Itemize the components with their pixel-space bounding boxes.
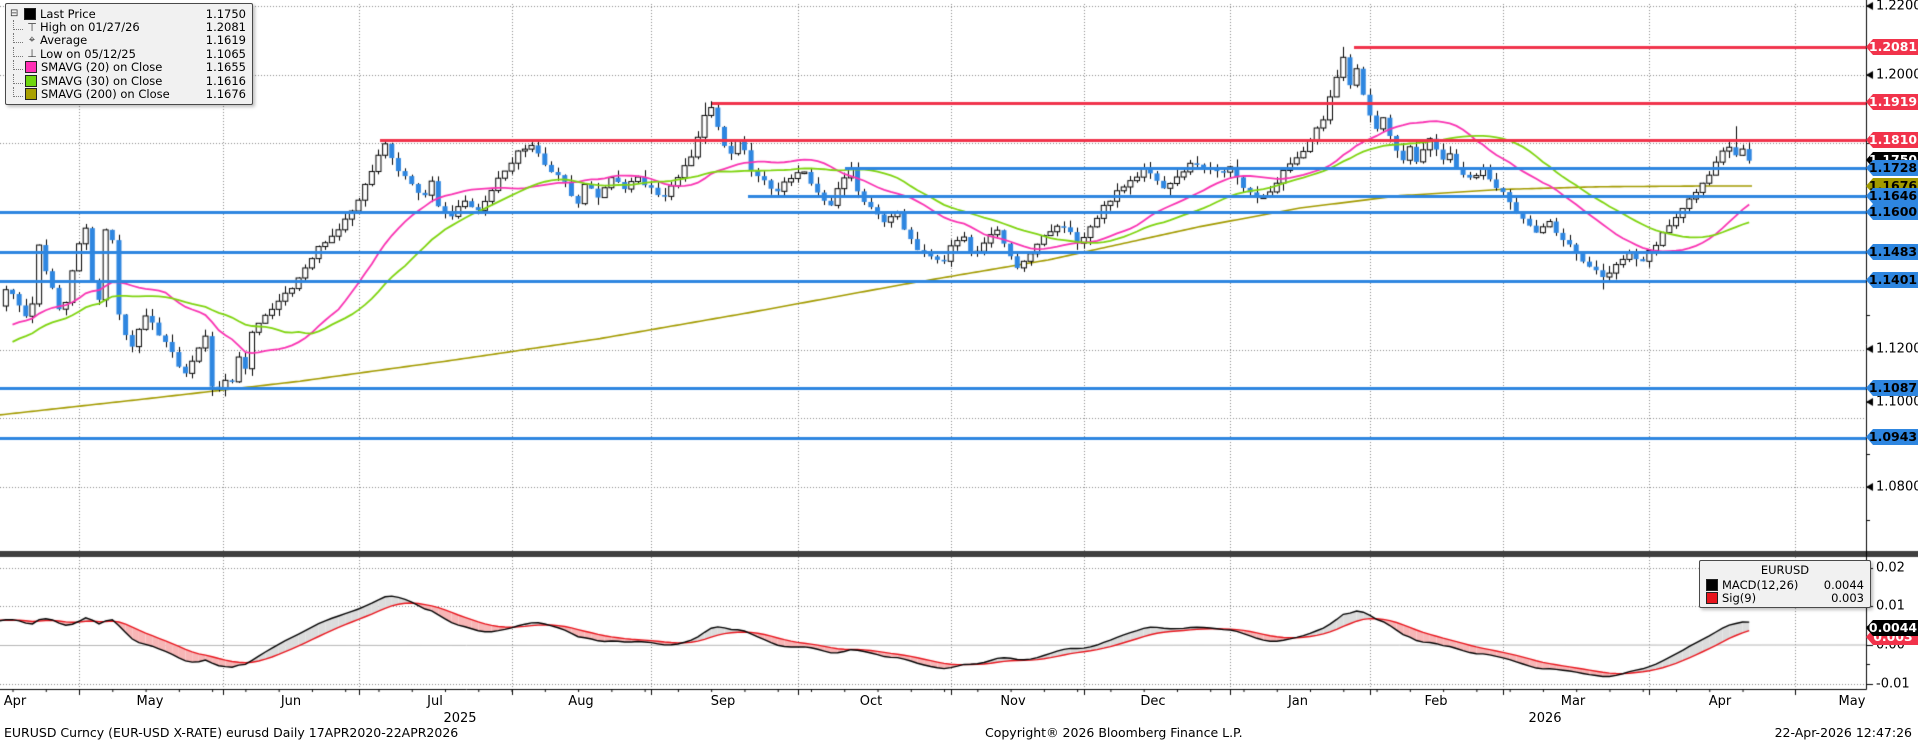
price-level-flag[interactable]: 1.2081 xyxy=(1866,39,1918,55)
legend-series-label: High on 01/27/26 xyxy=(40,20,140,35)
legend-series-label: Last Price xyxy=(40,6,96,21)
price-level-flag[interactable]: 1.1646 xyxy=(1866,188,1918,204)
macd-series-label: MACD(12,26) xyxy=(1722,577,1799,592)
legend-row[interactable]: ⊤ High on 01/27/26 1.2081 xyxy=(10,20,246,35)
series-marker-icon: ⊥ xyxy=(27,47,37,61)
tree-branch-connector xyxy=(13,87,23,98)
month-label: Oct xyxy=(859,694,883,709)
axis-tick-label: 1.2000 xyxy=(1876,67,1918,83)
macd-legend[interactable]: EURUSD MACD(12,26) 0.0044 Sig(9) 0.003 xyxy=(1699,560,1871,608)
year-label: 2025 xyxy=(443,711,477,726)
axis-tick-label: 1.1200 xyxy=(1876,341,1918,357)
series-color-swatch-icon xyxy=(1706,592,1718,605)
series-marker-icon: ⊤ xyxy=(27,20,37,34)
series-marker-icon: ⌖ xyxy=(28,33,36,47)
legend-series-value: 1.1750 xyxy=(205,6,246,21)
price-level-flag[interactable]: 1.1728 xyxy=(1866,160,1918,176)
legend-series-value: 1.1655 xyxy=(205,60,246,75)
legend-row[interactable]: ⊟ Last Price 1.1750 xyxy=(10,6,246,21)
legend-row[interactable]: SMAVG (200) on Close 1.1676 xyxy=(10,87,246,102)
macd-series-value: 0.0044 xyxy=(1823,577,1864,592)
series-color-swatch-icon xyxy=(24,7,36,20)
legend-series-value: 1.1619 xyxy=(205,33,246,48)
tree-branch-connector xyxy=(13,20,23,31)
month-label: Jan xyxy=(1287,694,1309,709)
macd-series-label: Sig(9) xyxy=(1722,591,1757,606)
axis-tick-label: 1.2200 xyxy=(1876,0,1918,14)
price-level-flag[interactable]: 1.1401 xyxy=(1866,272,1918,288)
macd-series-value: 0.003 xyxy=(1831,591,1864,606)
legend-row[interactable]: ⊥ Low on 05/12/25 1.1065 xyxy=(10,46,246,61)
series-color-swatch-icon xyxy=(25,61,37,74)
axis-tick-label: 0.01 xyxy=(1876,598,1905,614)
axis-tick-label: 1.0800 xyxy=(1876,479,1918,495)
price-level-flag[interactable]: 1.0943 xyxy=(1866,429,1918,445)
legend-row[interactable]: SMAVG (20) on Close 1.1655 xyxy=(10,60,246,75)
timestamp: 22-Apr-2026 12:47:26 xyxy=(1774,725,1912,740)
price-level-flag[interactable]: 1.1810 xyxy=(1866,132,1918,148)
legend-series-value: 1.1616 xyxy=(205,73,246,88)
tree-branch-connector xyxy=(13,73,23,84)
axis-tick-label: 0.02 xyxy=(1876,560,1905,576)
legend-series-value: 1.2081 xyxy=(205,20,246,35)
month-label: Jun xyxy=(280,694,302,709)
copyright-notice: Copyright® 2026 Bloomberg Finance L.P. xyxy=(985,725,1243,740)
month-label: Jul xyxy=(427,694,443,709)
legend-series-label: SMAVG (200) on Close xyxy=(41,87,170,102)
legend-series-value: 1.1676 xyxy=(205,87,246,102)
series-color-swatch-icon xyxy=(25,88,37,101)
month-label: Aug xyxy=(568,694,594,709)
price-level-flag[interactable]: 1.1919 xyxy=(1866,94,1918,110)
axis-tick-label: 1.1000 xyxy=(1876,394,1918,410)
series-color-swatch-icon xyxy=(1706,578,1718,591)
legend-row[interactable]: SMAVG (30) on Close 1.1616 xyxy=(10,73,246,88)
month-label: Sep xyxy=(710,694,736,709)
macd-legend-title: EURUSD xyxy=(1760,563,1810,577)
month-label: Mar xyxy=(1560,694,1586,709)
month-label: Dec xyxy=(1140,694,1166,709)
legend-series-label: Low on 05/12/25 xyxy=(40,46,136,61)
axis-tick-label: -0.01 xyxy=(1876,676,1910,692)
price-level-flag[interactable]: 1.1600 xyxy=(1866,204,1918,220)
month-label: Nov xyxy=(1000,694,1026,709)
collapse-expander-icon[interactable]: ⊟ xyxy=(10,8,19,20)
legend-series-label: SMAVG (20) on Close xyxy=(41,60,163,75)
legend-row[interactable]: ⌖ Average 1.1619 xyxy=(10,33,246,48)
month-label: May xyxy=(1838,694,1866,709)
price-level-flag[interactable]: 1.1483 xyxy=(1866,244,1918,260)
month-label: May xyxy=(136,694,164,709)
series-color-swatch-icon xyxy=(25,74,37,87)
tree-branch-connector xyxy=(13,60,23,71)
tree-branch-connector xyxy=(13,46,23,57)
month-label: Feb xyxy=(1424,694,1448,709)
macd-legend-row[interactable]: Sig(9) 0.003 xyxy=(1706,591,1864,606)
main-chart-legend[interactable]: ⊟ Last Price 1.1750 ⊤ High on 01/27/26 1.2081… xyxy=(5,3,253,105)
macd-value-flag[interactable]: 0.0044 xyxy=(1866,620,1918,636)
legend-series-value: 1.1065 xyxy=(205,46,246,61)
legend-series-label: Average xyxy=(40,33,88,48)
year-label: 2026 xyxy=(1528,711,1562,726)
macd-legend-row[interactable]: MACD(12,26) 0.0044 xyxy=(1706,577,1864,592)
month-label: Apr xyxy=(1708,694,1732,709)
price-level-flag[interactable]: 1.1087 xyxy=(1866,380,1918,396)
month-label: Apr xyxy=(3,694,27,709)
chart-description: EURUSD Curncy (EUR-USD X-RATE) eurusd Da… xyxy=(4,725,459,740)
tree-branch-connector xyxy=(13,33,23,44)
legend-series-label: SMAVG (30) on Close xyxy=(41,73,163,88)
